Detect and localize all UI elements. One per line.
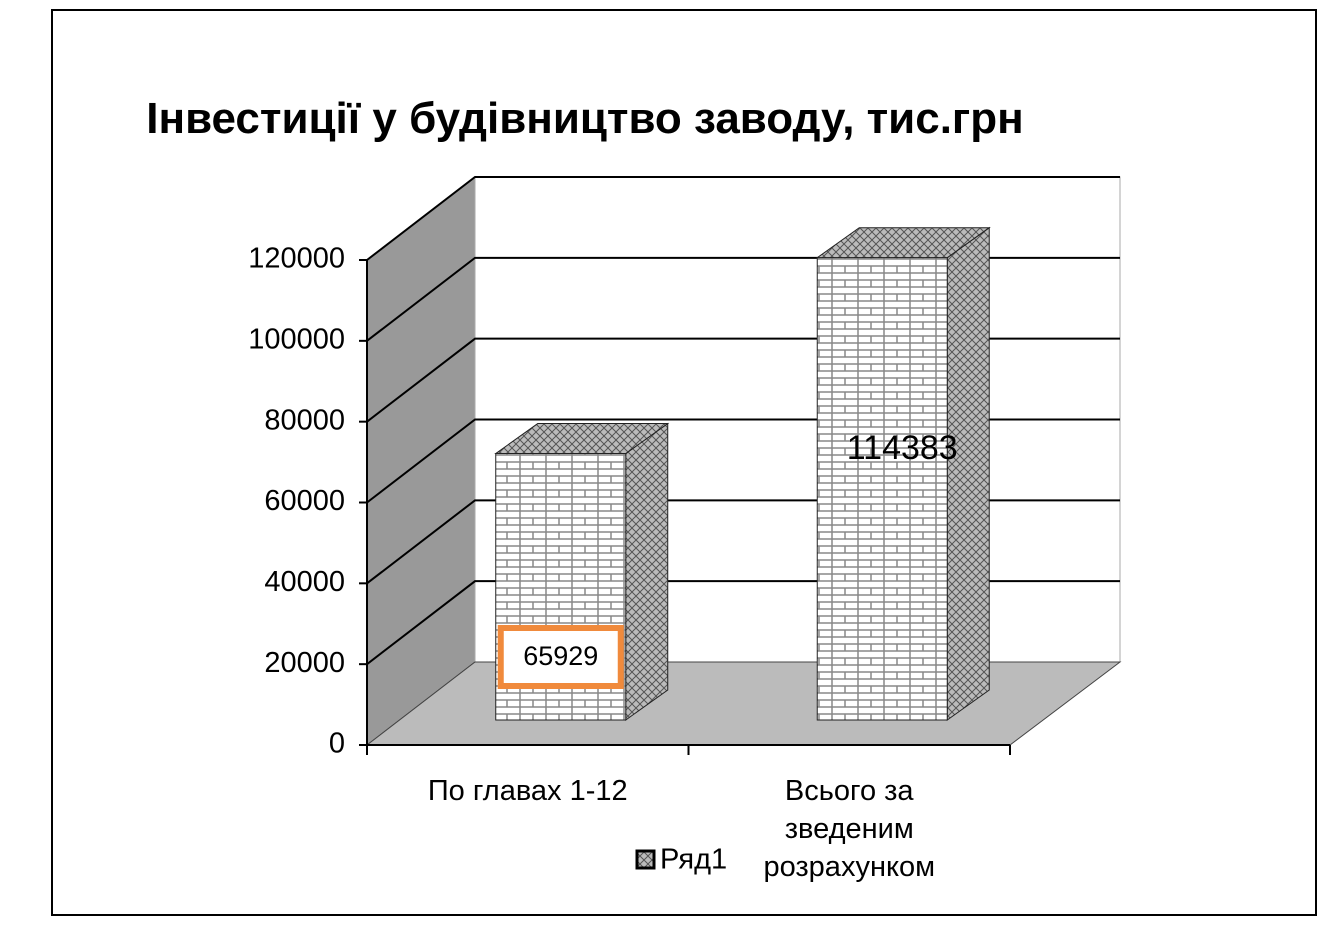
bar-side — [946, 226, 990, 721]
bar — [816, 257, 948, 721]
x-tick-label: Всього за зведеним розрахунком — [763, 775, 936, 883]
legend-label: Ряд1 — [660, 844, 727, 876]
y-tick-label: 120000 — [248, 243, 345, 275]
y-tick-label: 60000 — [264, 485, 345, 517]
y-tick-label: 40000 — [264, 566, 345, 598]
y-tick-label: 80000 — [264, 404, 345, 436]
chart-title: Інвестиції у будівництво заводу, тис.грн — [146, 94, 1024, 143]
grid-line — [366, 176, 1120, 261]
data-label: 114383 — [847, 429, 958, 467]
data-label: 65929 — [523, 641, 598, 671]
bar-side — [625, 422, 669, 721]
y-tick-label: 100000 — [248, 323, 345, 355]
floor — [365, 661, 1122, 746]
label-box — [497, 625, 624, 689]
legend-swatch — [635, 849, 656, 870]
y-tick-label: 0 — [329, 728, 345, 760]
x-tick-label: По главах 1-12 — [427, 775, 628, 807]
y-tick-label: 20000 — [264, 647, 345, 679]
